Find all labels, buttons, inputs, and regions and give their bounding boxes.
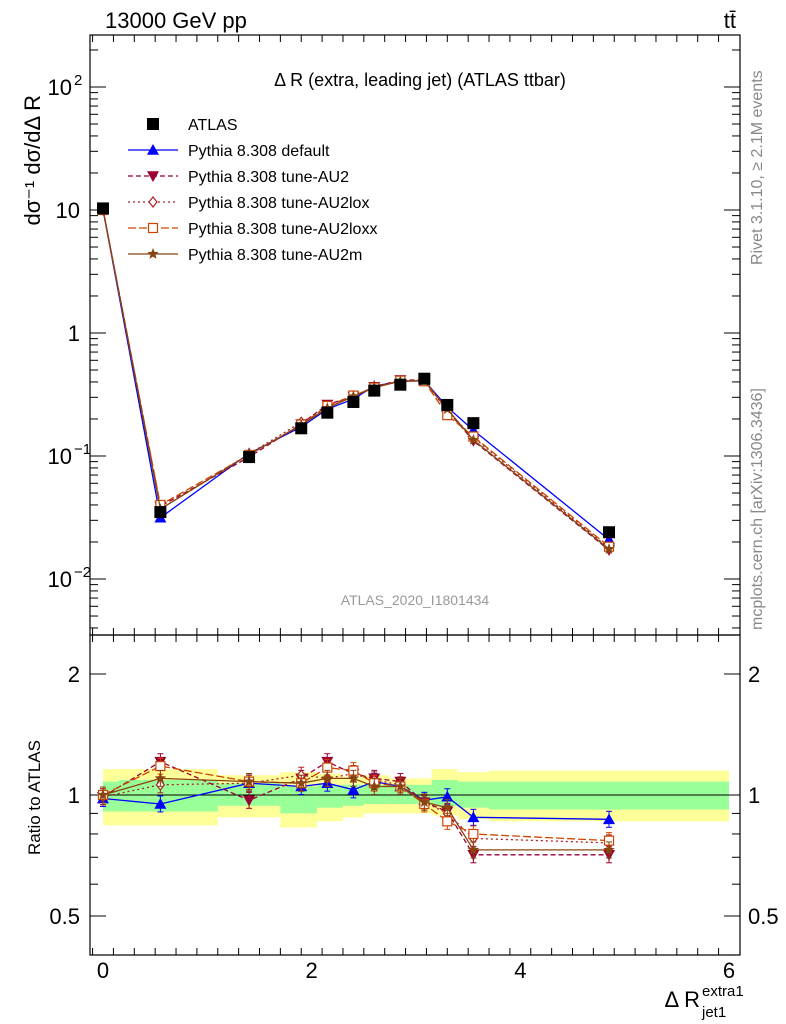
ratio-point <box>243 795 256 807</box>
main-y-axis-label: dσ⁻¹ dσ/dΔ R <box>20 95 45 226</box>
data-point <box>347 390 360 402</box>
legend-marker <box>148 196 158 208</box>
data-point <box>321 406 334 419</box>
main-y-tick-label: 10 <box>48 567 72 592</box>
main-y-axis-label-text: dσ⁻¹ dσ/dΔ R <box>20 95 45 226</box>
header-energy-label: 13000 GeV pp <box>105 8 247 33</box>
data-point <box>347 395 360 408</box>
legend-label: Pythia 8.308 default <box>188 143 330 160</box>
header-process-label: tt̄ <box>724 8 736 33</box>
ratio-point <box>467 811 480 823</box>
chart-title: Δ R (extra, leading jet) (ATLAS ttbar) <box>274 70 566 90</box>
ratio-point <box>441 790 454 802</box>
legend-label: Pythia 8.308 tune-AU2 <box>188 169 349 186</box>
main-y-tick-exponent: 2 <box>74 72 82 89</box>
legend: ATLAS Pythia 8.308 default Pythia 8.308 tu… <box>128 117 377 264</box>
series-0 <box>97 202 616 539</box>
ratio-point <box>418 796 431 807</box>
ratio-point <box>603 843 615 855</box>
ratio-point <box>442 816 453 827</box>
ratio-point <box>154 797 167 809</box>
svg-text:dσ⁻¹ dσ/dΔ R: dσ⁻¹ dσ/dΔ R <box>20 95 45 226</box>
legend-marker <box>147 144 159 155</box>
legend-marker <box>147 222 159 234</box>
data-point <box>418 372 431 385</box>
legend-marker <box>147 248 159 259</box>
ratio-point <box>347 783 360 795</box>
ratio-point <box>321 772 333 784</box>
ratio-band-green <box>489 781 729 810</box>
ratio-point <box>155 761 166 772</box>
main-y-tick-label: 10 <box>48 444 72 469</box>
legend-marker <box>147 171 159 182</box>
data-point <box>295 422 308 435</box>
data-point <box>368 384 381 397</box>
x-axis-label-sup: extra1 <box>702 983 744 1000</box>
ratio-point <box>441 801 453 813</box>
ratio-point <box>295 777 307 788</box>
data-point <box>441 398 454 411</box>
x-tick-label: 2 <box>306 958 318 983</box>
series-5 <box>97 202 615 859</box>
mcplots-label: mcplots.cern.ch [arXiv:1306.3436] <box>749 388 766 630</box>
series-line-ratio <box>102 777 609 851</box>
series-line-main <box>102 208 610 550</box>
rivet-label: Rivet 3.1.10, ≥ 2.1M events <box>749 70 766 265</box>
ratio-band-green <box>316 784 343 808</box>
legend-label: ATLAS <box>188 117 238 134</box>
main-y-tick-label: 10 <box>48 75 72 100</box>
ratio-point <box>603 813 616 825</box>
ratio-point <box>368 780 380 792</box>
data-point <box>603 526 616 539</box>
ratio-point <box>347 772 360 784</box>
legend-label: Pythia 8.308 tune-AU2m <box>188 247 362 264</box>
ratio-point <box>467 843 480 855</box>
ratio-point <box>243 775 255 787</box>
legend-label: Pythia 8.308 tune-AU2loxx <box>188 221 377 238</box>
ratio-point <box>154 772 167 784</box>
ratio-y-tick-label-right: 1 <box>748 783 760 808</box>
ratio-y-axis-label: Ratio to ATLAS <box>25 740 44 855</box>
data-point <box>154 506 167 519</box>
analysis-id-label: ATLAS_2020_I1801434 <box>341 592 490 608</box>
ratio-point <box>97 789 109 800</box>
main-y-tick-exponent: −1 <box>74 441 91 458</box>
data-point <box>467 434 480 445</box>
ratio-y-tick-label: 0.5 <box>49 904 80 929</box>
ratio-y-tick-label-right: 2 <box>748 662 760 687</box>
series-4 <box>97 204 615 850</box>
legend-marker <box>147 118 159 130</box>
ratio-y-tick-label: 2 <box>68 662 80 687</box>
x-axis-label: Δ R extra1 jet1 <box>665 983 744 1021</box>
ratio-y-tick-label-right: 0.5 <box>748 904 779 929</box>
data-point <box>467 417 480 430</box>
x-tick-label: 0 <box>97 958 109 983</box>
main-y-tick-label: 1 <box>68 321 80 346</box>
ratio-point <box>394 780 407 792</box>
x-axis-label-sub: jet1 <box>701 1004 726 1021</box>
data-point <box>243 451 256 464</box>
x-tick-label: 6 <box>723 958 735 983</box>
legend-label: Pythia 8.308 tune-AU2lox <box>188 195 369 212</box>
main-y-tick-label: 10 <box>56 198 80 223</box>
series-3 <box>98 203 614 852</box>
x-axis-ticks: 0 2 4 6 <box>92 35 735 983</box>
series-2 <box>97 205 616 864</box>
data-point <box>603 543 615 554</box>
ratio-y-tick-label: 1 <box>68 783 80 808</box>
data-point <box>394 378 407 391</box>
main-y-tick-exponent: −2 <box>74 564 91 581</box>
data-point <box>97 202 109 215</box>
series-1 <box>97 203 616 828</box>
x-tick-label: 4 <box>514 958 526 983</box>
ratio-point <box>468 828 479 840</box>
ratio-y-axis-ticks: 0.5 0.5 1 1 2 2 <box>49 662 779 956</box>
x-axis-label-main: Δ R <box>665 987 700 1012</box>
